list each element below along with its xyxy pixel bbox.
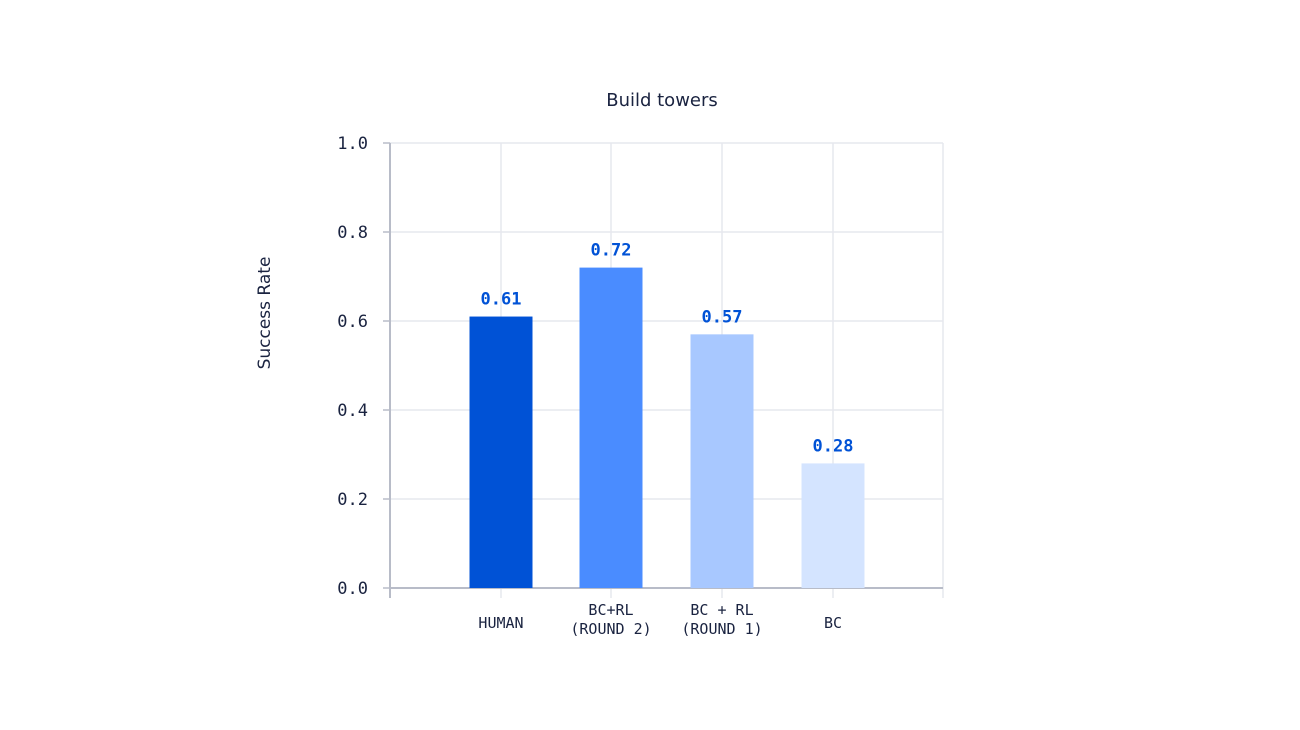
data-label: 0.61 — [481, 290, 522, 310]
y-tick-label: 1.0 — [337, 134, 368, 154]
data-label: 0.72 — [591, 241, 632, 261]
y-tick-label: 0.2 — [337, 490, 368, 510]
bar — [579, 267, 643, 588]
data-label: 0.28 — [813, 436, 854, 456]
x-tick-label: (ROUND 2) — [570, 620, 651, 638]
y-tick-label: 0.8 — [337, 223, 368, 243]
y-tick-label: 0.4 — [337, 401, 368, 421]
bar — [469, 316, 533, 588]
data-label: 0.57 — [702, 307, 743, 327]
bar — [690, 334, 754, 588]
y-tick-label: 0.0 — [337, 579, 368, 599]
x-tick-label: BC — [824, 614, 842, 632]
y-axis-label: Success Rate — [255, 257, 275, 370]
x-tick-label: (ROUND 1) — [681, 620, 762, 638]
x-tick-label: BC + RL — [690, 601, 753, 619]
y-tick-label: 0.6 — [337, 312, 368, 332]
x-tick-label: BC+RL — [588, 601, 633, 619]
x-tick-label: HUMAN — [478, 614, 523, 632]
bar — [801, 463, 865, 588]
chart-title: Build towers — [606, 90, 718, 111]
